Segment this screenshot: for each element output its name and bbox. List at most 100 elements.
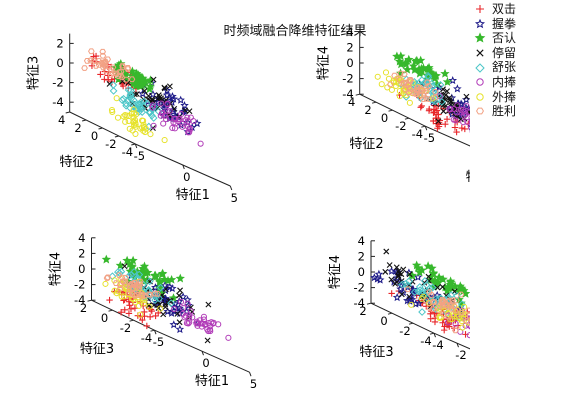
data-point <box>136 281 144 288</box>
data-point <box>441 323 448 330</box>
data-point <box>451 124 459 131</box>
legend-marker <box>476 108 484 115</box>
data-point <box>429 306 436 313</box>
data-point <box>452 291 461 300</box>
data-point <box>396 51 406 61</box>
data-point <box>126 283 133 290</box>
data-point <box>417 104 424 111</box>
data-point <box>375 275 385 284</box>
z-tick-label: -4 <box>354 296 365 310</box>
data-point <box>382 268 389 275</box>
y-tick-mark <box>355 93 360 96</box>
data-point <box>448 75 458 85</box>
data-point <box>447 99 454 105</box>
data-point <box>444 88 451 95</box>
data-point <box>187 114 194 121</box>
data-point <box>125 117 132 125</box>
y-tick-mark <box>429 332 435 335</box>
x-tick-mark <box>229 185 233 191</box>
data-point <box>392 280 399 287</box>
y-tick-label: 4 <box>58 113 65 127</box>
data-point <box>156 283 165 292</box>
z-tick-label: 0 <box>346 56 353 70</box>
y-tick-mark <box>408 322 414 325</box>
data-point <box>101 59 108 66</box>
data-point <box>130 267 139 276</box>
data-point <box>396 87 403 95</box>
x-tick-label: -5 <box>424 131 435 145</box>
chart-title: 时频域融合降维特征结果 <box>223 24 367 39</box>
data-point <box>130 106 137 113</box>
legend-marker <box>475 62 485 73</box>
data-point <box>176 319 183 326</box>
data-point <box>398 271 405 278</box>
data-point <box>166 114 173 122</box>
data-point <box>405 89 413 96</box>
x-tick-label: -4 <box>432 338 443 352</box>
data-point <box>159 110 168 120</box>
data-point <box>445 276 456 286</box>
data-point <box>436 81 445 89</box>
scatter-plots-svg: 20-2-4-505420-2-4特征3特征1特征2420-2-4-505420… <box>27 25 470 391</box>
data-point <box>143 322 151 330</box>
data-point <box>147 291 154 298</box>
data-point <box>434 125 441 132</box>
legend-marker <box>476 78 484 86</box>
data-point <box>440 108 447 115</box>
y-tick-label: -4 <box>420 334 431 348</box>
data-point <box>178 111 185 118</box>
data-point <box>138 89 147 98</box>
legend-item: 否认 <box>470 31 586 46</box>
data-point <box>431 89 439 95</box>
y-tick-label: 0 <box>381 111 388 125</box>
data-point <box>117 72 125 79</box>
data-point <box>124 66 132 72</box>
data-point <box>447 93 457 102</box>
x-tick-mark <box>424 126 428 131</box>
legend-marker-shape <box>476 5 484 14</box>
data-point <box>122 281 130 288</box>
data-point <box>141 88 148 94</box>
data-point <box>149 104 156 111</box>
data-point <box>122 99 131 108</box>
z-tick-label: -4 <box>342 87 353 101</box>
data-point <box>424 79 431 86</box>
data-point <box>162 90 172 99</box>
legend-marker-shape <box>476 49 484 57</box>
data-point <box>172 116 179 123</box>
x-tick-label: -5 <box>134 149 145 163</box>
data-point <box>449 297 456 304</box>
legend-marker-shape <box>475 62 485 73</box>
data-point <box>401 280 410 288</box>
data-point <box>186 312 193 319</box>
y-tick-mark <box>421 125 426 128</box>
data-point <box>432 115 439 122</box>
data-point <box>160 311 167 318</box>
data-point <box>125 290 133 296</box>
legend-item: 舒张 <box>470 60 586 75</box>
legend-item: 外捧 <box>470 90 586 105</box>
data-point <box>397 70 404 77</box>
subplot-bottom-right: 420-2-4-4-202420-2-4特征4特征2特征3 <box>328 234 470 362</box>
data-point <box>157 100 165 107</box>
data-point <box>171 306 178 313</box>
data-point <box>139 302 147 310</box>
data-point <box>133 91 140 98</box>
x-tick-mark <box>201 351 204 356</box>
data-point <box>406 99 413 106</box>
data-point <box>115 260 126 270</box>
legend-marker <box>475 18 485 29</box>
data-point <box>388 86 395 93</box>
data-point <box>146 313 154 320</box>
legend-marker <box>474 32 486 44</box>
data-point <box>139 316 146 324</box>
data-point <box>439 319 446 326</box>
z-tick-label: 0 <box>56 56 63 70</box>
legend-label: 内捧 <box>492 74 517 89</box>
data-point <box>146 108 155 117</box>
data-point <box>445 282 455 292</box>
data-point <box>429 298 437 305</box>
data-point <box>92 52 100 60</box>
x-tick-mark <box>182 164 185 170</box>
